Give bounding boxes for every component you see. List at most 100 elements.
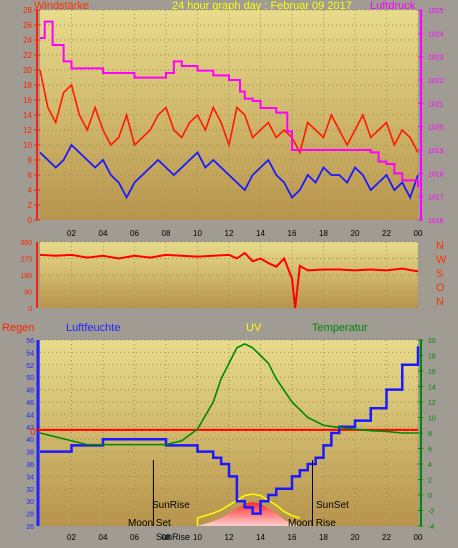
x-tick-label: 14: [256, 229, 265, 238]
sunset-label: SunSet: [316, 500, 349, 511]
humidity-tick-label: 36: [26, 462, 34, 469]
x-tick-label: 10: [193, 229, 202, 238]
wind-tick-label: 16: [23, 96, 32, 105]
wind-tick-label: 26: [23, 21, 32, 30]
pressure-tick-label: 1018: [428, 171, 444, 178]
sunrise-bottom-label: SunRise: [156, 532, 191, 542]
humidity-tick-label: 52: [26, 363, 34, 370]
x-tick-label: 02: [67, 229, 76, 238]
humidity-tick-label: 46: [26, 400, 34, 407]
humidity-label: Luftfeuchte: [66, 322, 121, 334]
direction-tick-label: 360: [20, 240, 32, 247]
humidity-tick-label: 50: [26, 375, 34, 382]
pressure-axis-label: Luftdruck: [370, 0, 416, 12]
wind-pressure-panel: 0 2 4 6 8 10 12 14 16 18 20 22 24 26 28 1016 1017 1018 10…: [0, 0, 458, 243]
direction-tick-label: 270: [20, 257, 32, 264]
temperature-tick-label: 12: [428, 400, 436, 407]
x-tick-label: 16: [288, 229, 297, 238]
wind-tick-label: 0: [28, 216, 33, 225]
x-tick-label: 10: [193, 533, 202, 542]
temperature-tick-label: -4: [428, 524, 434, 531]
wind-tick-label: 22: [23, 51, 32, 60]
x-tick-label: 22: [382, 229, 391, 238]
temperature-tick-label: 8: [428, 431, 432, 438]
series-humidity: [40, 346, 420, 515]
x-tick-label: 08: [162, 533, 171, 542]
chart-title: 24 hour graph day : Februar 09 2017: [172, 0, 352, 12]
humidity-tick-label: 38: [26, 450, 34, 457]
humidity-temp-uv-panel: 26 28 30 32 34 36 38 40 42 44 46 48 50 52 54 56 -4 -2 0 2 4…: [0, 318, 458, 543]
x-tick-label: 20: [351, 533, 360, 542]
wind-tick-label: 2: [28, 201, 33, 210]
x-tick-label: 04: [99, 229, 108, 238]
uv-label: UV: [246, 322, 262, 334]
moonset-label: Moon Set: [128, 518, 171, 529]
series-uv-line: [196, 493, 301, 526]
humidity-tick-label: 54: [26, 350, 34, 357]
x-tick-label: 20: [351, 229, 360, 238]
direction-tick-label: 180: [20, 273, 32, 280]
sunrise-label: SunRise: [152, 500, 190, 511]
x-tick-label: 08: [162, 229, 171, 238]
temperature-tick-label: 16: [428, 369, 436, 376]
series-wind-direction: [39, 251, 419, 309]
wind-tick-label: 28: [23, 6, 32, 15]
temperature-label: Temperatur: [312, 322, 368, 334]
temperature-tick-label: -2: [428, 509, 434, 516]
series-windst-rke: [39, 69, 419, 155]
direction-tick-label: 90: [24, 290, 32, 297]
x-tick-label: 00: [414, 229, 423, 238]
wind-tick-label: 10: [23, 141, 32, 150]
wind-tick-label: 20: [23, 66, 32, 75]
wind-tick-label: 14: [23, 111, 32, 120]
x-tick-label: 04: [99, 533, 108, 542]
x-tick-label: 14: [256, 533, 265, 542]
pressure-tick-label: 1023: [428, 55, 444, 62]
wind-tick-label: 18: [23, 81, 32, 90]
wind-tick-label: 8: [28, 156, 33, 165]
series-wind-mittel: [39, 143, 419, 200]
humidity-tick-label: 32: [26, 487, 34, 494]
x-tick-label: 12: [225, 533, 234, 542]
temperature-tick-label: 6: [428, 447, 432, 454]
x-tick-label: 00: [414, 533, 423, 542]
humidity-tick-label: 56: [26, 338, 34, 345]
x-tick-label: 12: [225, 229, 234, 238]
direction-tick-label: 0: [28, 306, 32, 312]
wind-axis-label: Windstärke: [34, 0, 90, 12]
wind-tick-label: 24: [23, 36, 32, 45]
temperature-tick-label: 14: [428, 385, 436, 392]
pressure-tick-label: 1024: [428, 31, 444, 38]
humidity-tick-label: 30: [26, 499, 34, 506]
x-tick-label: 02: [67, 533, 76, 542]
rain-label: Regen: [2, 322, 35, 334]
series-luftdruck: [40, 20, 419, 188]
humidity-tick-label: 28: [26, 512, 34, 519]
humidity-tick-label: 44: [26, 412, 34, 419]
pressure-tick-label: 1016: [428, 218, 444, 225]
temperature-tick-label: 20: [428, 338, 436, 345]
x-tick-label: 18: [319, 229, 328, 238]
temperature-tick-label: 18: [428, 354, 436, 361]
pressure-tick-label: 1025: [428, 8, 444, 15]
x-tick-label: 06: [130, 533, 139, 542]
wind-direction-panel: 0 90 180 270 360 N W S O N: [0, 238, 458, 313]
compass-o: O: [436, 282, 445, 294]
rain-zero-label: 0: [30, 427, 36, 438]
compass-w: W: [436, 254, 447, 266]
x-tick-label: 18: [319, 533, 328, 542]
temperature-tick-label: 4: [428, 462, 432, 469]
x-tick-label: 06: [130, 229, 139, 238]
x-tick-label: 16: [288, 533, 297, 542]
temperature-tick-label: 0: [428, 493, 432, 500]
pressure-tick-label: 1021: [428, 101, 444, 108]
pressure-tick-label: 1020: [428, 125, 444, 132]
pressure-tick-label: 1019: [428, 148, 444, 155]
pressure-tick-label: 1022: [428, 78, 444, 85]
compass-n-top: N: [436, 240, 444, 252]
moonrise-label: Moon Rise: [288, 518, 336, 529]
humidity-tick-label: 42: [26, 425, 34, 432]
humidity-tick-label: 34: [26, 474, 34, 481]
